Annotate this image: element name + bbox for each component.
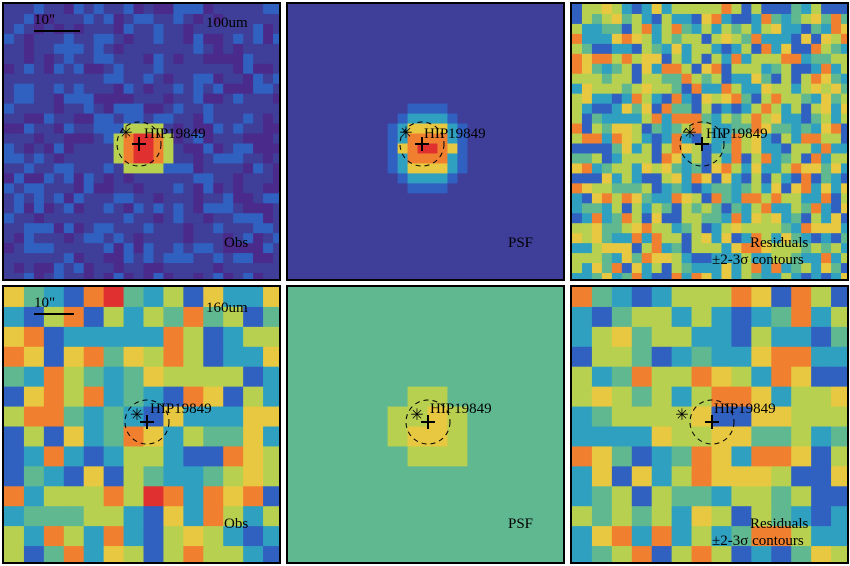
scale-bar [34,30,80,32]
obs-label: Obs [224,516,249,532]
aperture-circle [689,399,735,445]
pixel-grid [288,287,563,562]
target-label: HIP19849 [706,126,768,142]
contours-label: ±2-3σ contours [712,533,804,549]
scale-bar-label: 10" [34,12,56,28]
panel-obs-100um: ✳ 10" 100um HIP19849 Obs [2,2,281,281]
residuals-label: Residuals [750,516,809,532]
scale-bar-label: 10" [34,295,56,311]
psf-label: PSF [508,516,534,532]
band-label: 160um [206,300,248,316]
pixel-grid [4,4,279,279]
obs-label: Obs [224,235,249,251]
scale-bar [34,313,74,315]
psf-100um-map: ✳ [288,4,563,279]
residuals-label: Residuals [750,235,809,251]
aperture-circle [116,121,162,167]
target-label: HIP19849 [144,126,206,142]
aperture-circle [405,399,451,445]
asterisk-icon: ✳ [119,123,132,142]
target-label: HIP19849 [424,126,486,142]
obs-100um-map: ✳ [4,4,279,279]
psf-160um-map: ✳ [288,287,563,562]
pixel-grid [4,287,279,562]
residuals-160um-map: ✳ [572,287,847,562]
aperture-circle [399,121,445,167]
contours-label: ±2-3σ contours [712,252,804,268]
residuals-100um-map: ✳ [572,4,847,279]
psf-label: PSF [508,235,534,251]
asterisk-icon: ✳ [130,405,143,424]
aperture-circle [679,121,725,167]
pixel-grid [572,287,847,562]
panel-residuals-160um: ✳ HIP19849 Residuals ±2-3σ contours [570,285,849,564]
panel-obs-160um: ✳ 10" 160um HIP19849 Obs [2,285,281,564]
target-label: HIP19849 [714,401,776,417]
asterisk-icon: ✳ [683,123,696,142]
panel-residuals-100um: ✳ HIP19849 Residuals ±2-3σ contours [570,2,849,281]
aperture-circle [124,399,170,445]
asterisk-icon: ✳ [410,405,423,424]
band-label: 100um [206,15,248,31]
pixel-grid [572,4,847,279]
panel-psf-160um: ✳ HIP19849 PSF [286,285,565,564]
target-label: HIP19849 [430,401,492,417]
obs-160um-map: ✳ [4,287,279,562]
asterisk-icon: ✳ [675,405,688,424]
pixel-grid [288,4,563,279]
target-label: HIP19849 [150,401,212,417]
panel-psf-100um: ✳ HIP19849 PSF [286,2,565,281]
asterisk-icon: ✳ [399,123,412,142]
